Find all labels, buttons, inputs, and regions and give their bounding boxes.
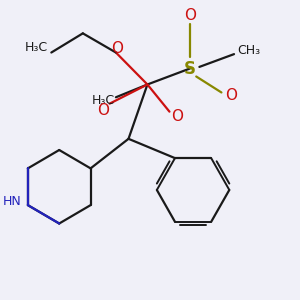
Text: CH₃: CH₃ — [238, 44, 261, 57]
Text: H₃C: H₃C — [25, 41, 48, 54]
Text: HN: HN — [3, 195, 22, 208]
Text: O: O — [97, 103, 109, 118]
Text: O: O — [225, 88, 237, 103]
Text: H₃C: H₃C — [92, 94, 115, 107]
Text: S: S — [184, 59, 196, 77]
Text: O: O — [112, 41, 124, 56]
Text: O: O — [184, 8, 196, 23]
Text: O: O — [171, 109, 183, 124]
